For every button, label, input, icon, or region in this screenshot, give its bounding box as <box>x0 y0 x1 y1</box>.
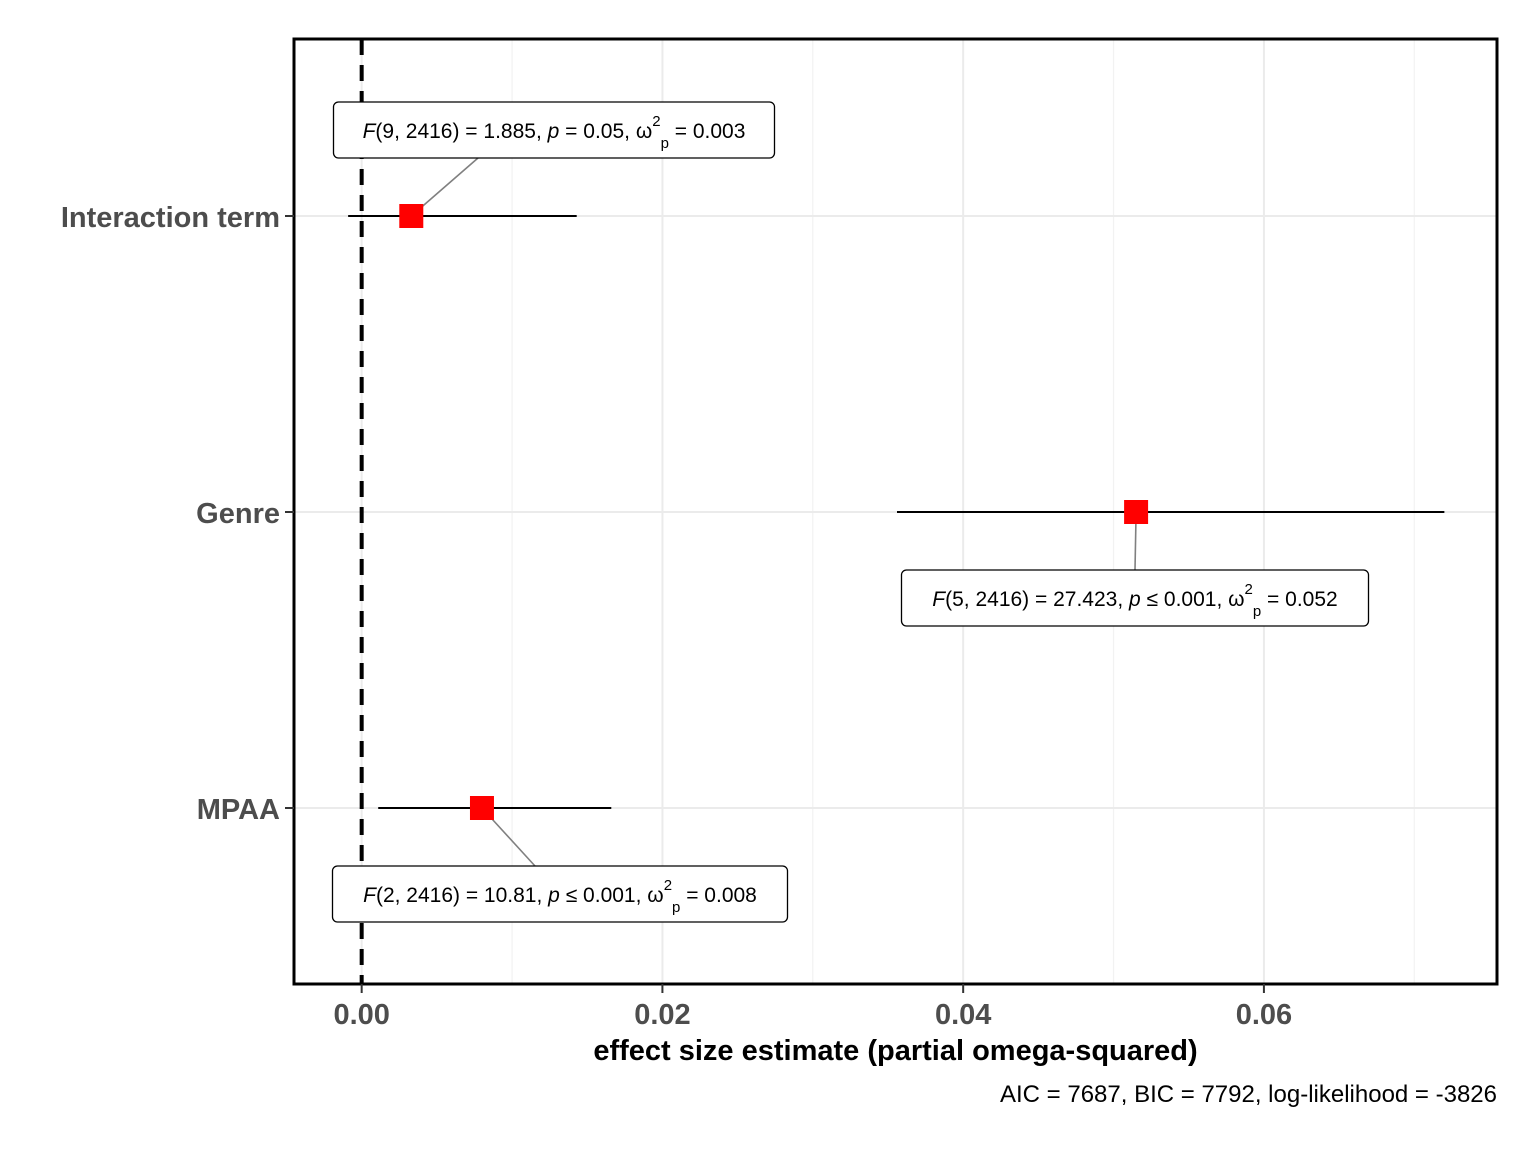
model-fit-caption: AIC = 7687, BIC = 7792, log-likelihood =… <box>1000 1081 1497 1108</box>
y-tick-label: Interaction term <box>61 202 280 234</box>
stat-label-box <box>900 569 1370 627</box>
estimate-point <box>399 204 424 228</box>
stat-label-text: F(2, 2416) = 10.81, p ≤ 0.001, ω2p = 0.0… <box>363 877 757 916</box>
estimate-point <box>1124 500 1149 524</box>
data-marks <box>348 157 1445 867</box>
axes: 0.00 0.02 0.04 0.06 Interaction term Genre MPA… <box>61 202 1292 1031</box>
x-tick-label: 0.06 <box>1236 999 1292 1031</box>
stat-label-box <box>331 865 789 923</box>
y-tick-label: Genre <box>196 498 280 530</box>
stat-label-text: F(5, 2416) = 27.423, p ≤ 0.001, ω2p = 0.… <box>932 581 1337 620</box>
estimate-point <box>469 796 494 820</box>
stat-labels: F(9, 2416) = 1.885, p = 0.05, ω2p = 0.00… <box>331 101 1370 923</box>
stat-label-box <box>332 101 776 159</box>
x-tick-label: 0.04 <box>935 999 991 1031</box>
x-tick-label: 0.02 <box>634 999 690 1031</box>
stat-label-text: F(9, 2416) = 1.885, p = 0.05, ω2p = 0.00… <box>363 113 746 152</box>
x-axis-title: effect size estimate (partial omega-squa… <box>593 1035 1197 1067</box>
y-tick-label: MPAA <box>197 794 280 826</box>
x-tick-label: 0.00 <box>333 999 389 1031</box>
